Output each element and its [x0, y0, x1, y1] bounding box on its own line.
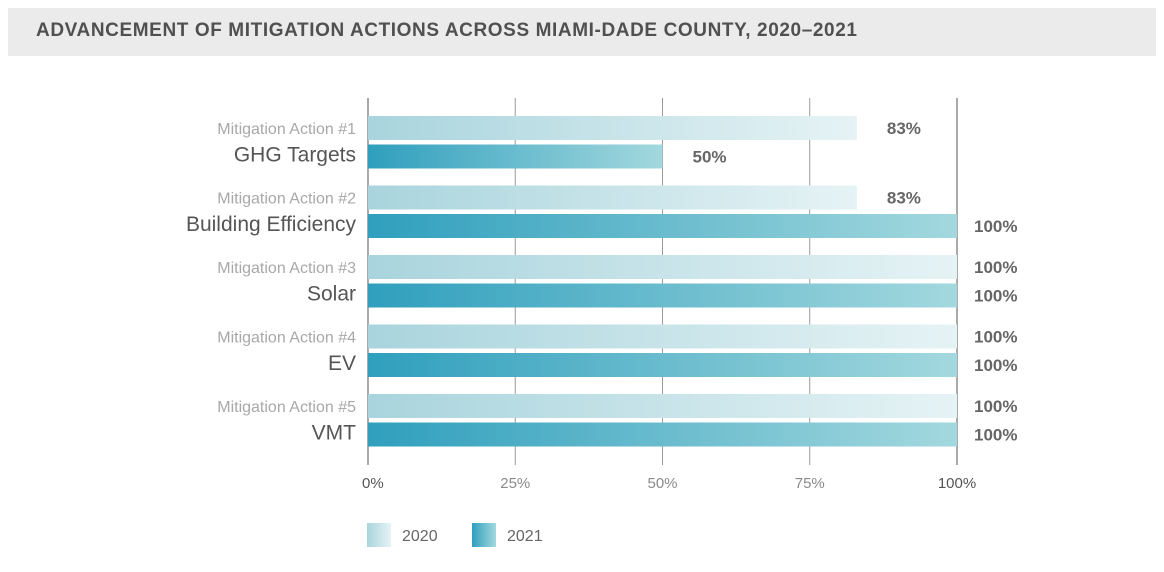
bar-2021 — [368, 144, 663, 169]
legend-label: 2020 — [402, 528, 438, 545]
action-label: Mitigation Action #5 — [217, 399, 356, 416]
x-tick-label: 75% — [795, 475, 825, 492]
value-label-2020: 100% — [974, 258, 1017, 277]
value-label-2020: 100% — [974, 328, 1017, 347]
value-label-2021: 50% — [693, 148, 727, 167]
action-name: EV — [328, 352, 356, 375]
action-name: GHG Targets — [234, 144, 356, 167]
legend-swatch — [367, 523, 391, 547]
bar-2021 — [368, 422, 957, 447]
x-tick-label: 25% — [500, 475, 530, 492]
x-tick-labels: 0% 25% 50% 75% 100% — [362, 475, 976, 492]
bar-2021 — [368, 283, 957, 308]
value-label-2020: 83% — [887, 189, 921, 208]
action-label: Mitigation Action #1 — [217, 121, 356, 138]
action-name: VMT — [312, 422, 357, 445]
action-label: Mitigation Action #3 — [217, 260, 356, 277]
title-bar: ADVANCEMENT OF MITIGATION ACTIONS ACROSS… — [8, 8, 1156, 56]
bar-2020 — [368, 324, 957, 349]
action-name: Solar — [307, 283, 356, 306]
value-label-2021: 100% — [974, 356, 1017, 375]
action-label: Mitigation Action #2 — [217, 191, 356, 208]
value-label-2021: 100% — [974, 287, 1017, 306]
bar-2021 — [368, 353, 957, 377]
value-label-2020: 83% — [887, 119, 921, 138]
value-label-2021: 100% — [974, 217, 1017, 236]
value-labels: 83% 50% 83% 100% 100% 100% 100% 100% 100% 100% — [693, 119, 1018, 445]
category-labels: Mitigation Action #1 GHG Targets Mitigatio… — [186, 121, 357, 445]
value-label-2021: 100% — [974, 426, 1017, 445]
legend: 2020 2021 — [367, 523, 543, 547]
action-name: Building Efficiency — [186, 213, 357, 236]
bar-2020 — [368, 185, 857, 210]
bars — [368, 116, 957, 447]
bar-2020 — [368, 394, 957, 418]
bar-2021 — [368, 214, 957, 238]
legend-swatch — [472, 523, 496, 547]
chart-title: ADVANCEMENT OF MITIGATION ACTIONS ACROSS… — [36, 20, 858, 41]
action-label: Mitigation Action #4 — [217, 330, 356, 347]
x-tick-label: 0% — [362, 475, 384, 492]
x-tick-label: 50% — [647, 475, 677, 492]
value-label-2020: 100% — [974, 397, 1017, 416]
legend-label: 2021 — [507, 528, 543, 545]
bar-2020 — [368, 116, 857, 140]
bar-2020 — [368, 255, 957, 279]
x-tick-label: 100% — [938, 475, 976, 492]
